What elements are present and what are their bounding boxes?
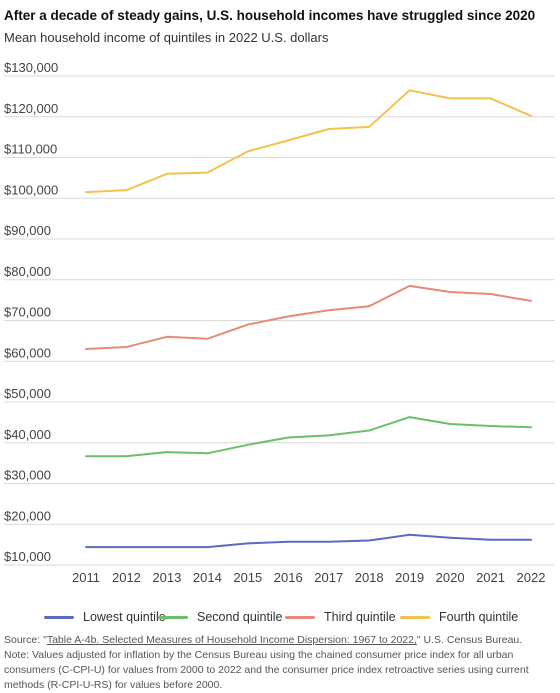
legend-swatch-second [158, 615, 188, 619]
y-tick-label: $90,000 [4, 223, 51, 238]
y-tick-label: $110,000 [4, 142, 57, 157]
y-tick-label: $70,000 [4, 305, 51, 320]
source-link[interactable]: Table A-4b. Selected Measures of Househo… [46, 634, 417, 646]
legend-label-fourth: Fourth quintile [439, 610, 519, 624]
legend-label-second: Second quintile [197, 610, 283, 624]
series-line-lowest [85, 533, 532, 549]
chart-footer: Source: "Table A-4b. Selected Measures o… [4, 633, 552, 693]
gridlines [4, 75, 555, 566]
y-tick-label: $20,000 [4, 508, 51, 523]
note-text: Note: Values adjusted for inflation by t… [4, 649, 529, 691]
x-tick-label: 2013 [152, 570, 181, 585]
source-suffix: " U.S. Census Bureau. [416, 634, 523, 646]
y-tick-label: $40,000 [4, 427, 51, 442]
x-tick-label: 2018 [355, 570, 384, 585]
x-tick-label: 2015 [233, 570, 262, 585]
x-tick-label: 2012 [112, 570, 141, 585]
source-line: Source: "Table A-4b. Selected Measures o… [4, 633, 552, 648]
x-tick-label: 2021 [476, 570, 505, 585]
legend-label-third: Third quintile [324, 610, 396, 624]
legend-item-second: Second quintile [158, 608, 282, 626]
y-axis-ticks: $10,000 $20,000 $30,000 $40,000 $50,000 $60,0… [4, 60, 58, 564]
series-line-second [85, 416, 532, 458]
y-tick-label: $80,000 [4, 264, 51, 279]
legend-item-fourth: Fourth quintile [400, 608, 518, 626]
legend-item-lowest: Lowest quintile [44, 608, 166, 626]
x-tick-label: 2019 [395, 570, 424, 585]
x-tick-label: 2011 [72, 570, 100, 585]
legend: Lowest quintile Second quintile Third qu… [0, 608, 560, 628]
chart-subtitle: Mean household income of quintiles in 20… [4, 30, 329, 45]
y-tick-label: $30,000 [4, 468, 51, 483]
x-tick-label: 2020 [436, 570, 465, 585]
y-tick-label: $60,000 [4, 345, 51, 360]
y-tick-label: $100,000 [4, 182, 58, 197]
y-tick-label: $10,000 [4, 549, 51, 564]
legend-label-lowest: Lowest quintile [83, 610, 166, 624]
y-tick-label: $120,000 [4, 101, 58, 116]
line-chart: $10,000 $20,000 $30,000 $40,000 $50,000 $60,0… [4, 60, 555, 585]
y-tick-label: $130,000 [4, 60, 58, 75]
x-tick-label: 2016 [274, 570, 303, 585]
legend-swatch-fourth [400, 615, 430, 619]
x-tick-label: 2022 [517, 570, 546, 585]
x-tick-label: 2017 [314, 570, 343, 585]
series-line-fourth [85, 89, 532, 194]
source-prefix: Source: " [4, 634, 47, 646]
chart-title: After a decade of steady gains, U.S. hou… [4, 8, 536, 23]
series-line-third [85, 284, 532, 350]
legend-item-third: Third quintile [285, 608, 396, 626]
series-lines [85, 89, 532, 549]
legend-swatch-third [285, 615, 315, 619]
x-axis-ticks: 2011 2012 2013 2014 2015 2016 2017 2018 2019 2020… [72, 570, 545, 585]
legend-swatch-lowest [44, 615, 74, 619]
y-tick-label: $50,000 [4, 386, 51, 401]
x-tick-label: 2014 [193, 570, 222, 585]
